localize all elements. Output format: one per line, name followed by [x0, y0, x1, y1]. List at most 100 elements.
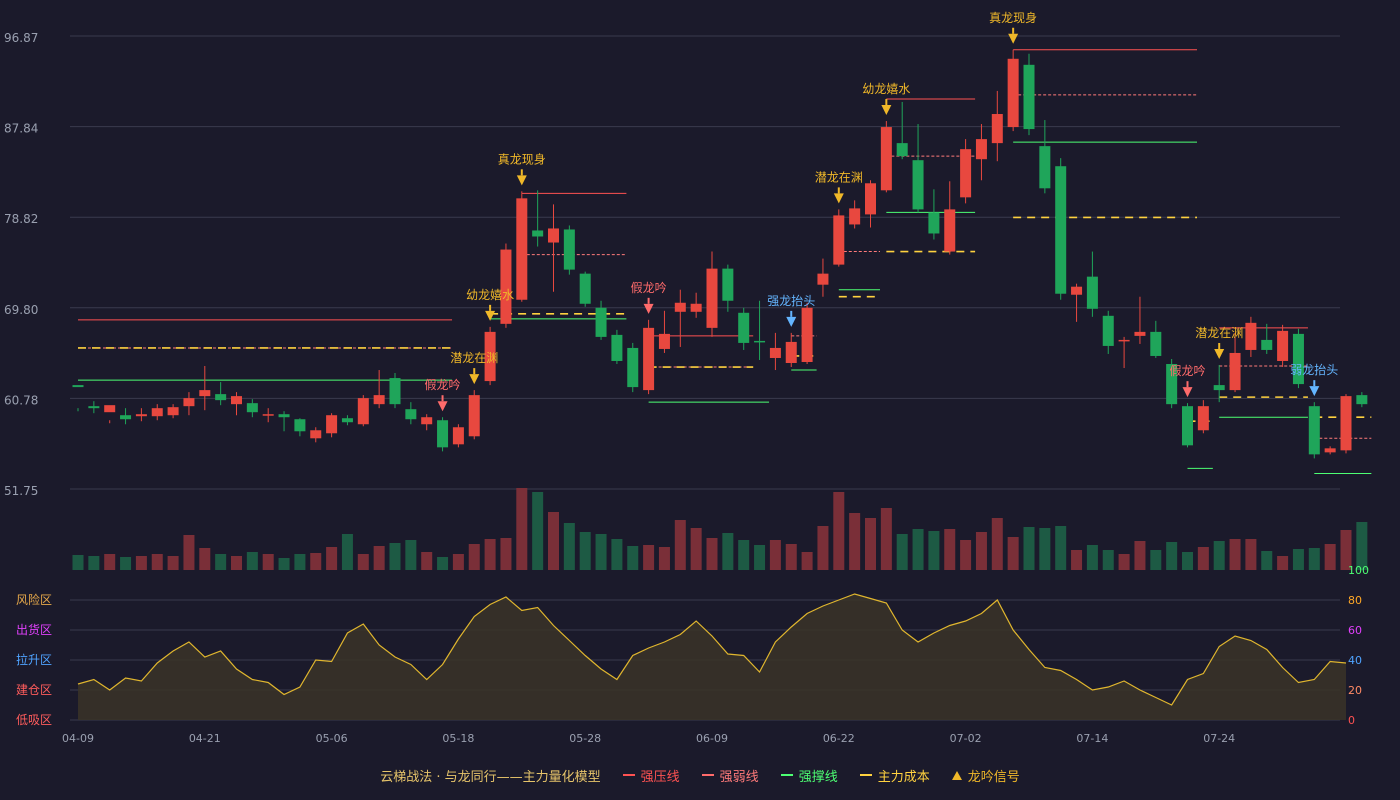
candle-up: [1134, 296, 1146, 344]
indicator-tick-label: 0: [1348, 714, 1355, 727]
arrow-down-icon: [643, 303, 654, 314]
volume-bar: [405, 540, 417, 570]
arrow-down-icon: [786, 316, 797, 327]
x-tick-label: 07-14: [1076, 732, 1108, 745]
candle-up: [658, 310, 670, 353]
x-tick-label: 07-02: [950, 732, 982, 745]
volume-bar: [595, 534, 607, 570]
x-tick-label: 04-09: [62, 732, 94, 745]
candle-up: [167, 404, 179, 419]
candle-down: [88, 401, 100, 414]
candle-body: [215, 394, 227, 401]
candle-up: [500, 243, 512, 328]
indicator-line: [77, 593, 1347, 706]
volume-bar: [1261, 551, 1273, 570]
candle-down: [1261, 323, 1273, 354]
candle-body: [1213, 385, 1225, 391]
candle-up: [357, 395, 369, 427]
volume-bar: [1229, 539, 1241, 570]
signal-label: 真龙现身: [989, 10, 1037, 25]
volume-bar: [579, 532, 591, 570]
y-tick-label: 69.80: [4, 303, 38, 317]
candle-up: [975, 124, 987, 181]
candle-body: [912, 160, 924, 210]
volume-bar: [627, 546, 639, 570]
arrow-down-icon: [833, 193, 844, 204]
candle-body: [1245, 322, 1257, 350]
candle-body: [1277, 330, 1289, 361]
signal-label: 幼龙嬉水: [862, 82, 910, 96]
volume-bar: [658, 547, 670, 570]
volume-bar: [1324, 544, 1336, 570]
volume-bar: [500, 538, 512, 570]
candle-body: [1197, 406, 1209, 431]
volume-bar: [1150, 550, 1162, 570]
volume-bar: [1197, 547, 1209, 570]
candle-body: [817, 273, 829, 285]
volume-bar: [135, 556, 147, 570]
volume-bar: [991, 518, 1003, 570]
candle-down: [532, 190, 544, 247]
candle-up: [944, 181, 956, 255]
candle-body: [151, 408, 163, 417]
volume-bar: [437, 557, 449, 570]
volume-bar: [532, 492, 544, 570]
candle-body: [1007, 58, 1019, 128]
candle-body: [674, 302, 686, 312]
candle-up: [690, 292, 702, 318]
candle-body: [1039, 146, 1051, 189]
candle-body: [500, 249, 512, 324]
candle-up: [1277, 324, 1289, 368]
candle-down: [579, 271, 591, 307]
candle-up: [865, 180, 876, 228]
press-line-swatch: [622, 774, 635, 776]
indicator-tick-label: 60: [1348, 624, 1362, 637]
candle-body: [278, 414, 290, 418]
candle-down: [278, 411, 290, 432]
volume-bar: [246, 552, 258, 570]
volume-bar: [278, 558, 290, 570]
candle-body: [1229, 352, 1241, 391]
candle-up: [817, 258, 829, 297]
candle-down: [1102, 310, 1114, 354]
candle-down: [611, 329, 623, 365]
volume-bar: [912, 529, 924, 570]
zone-label: 拉升区: [16, 652, 52, 667]
candle-down: [928, 189, 940, 240]
volume-bar: [1292, 549, 1304, 570]
volume-bar: [231, 556, 242, 570]
arrow-down-icon: [469, 374, 480, 385]
candle-body: [611, 334, 623, 361]
volume-bar: [1134, 541, 1146, 570]
candle-body: [944, 209, 956, 252]
volume-bar: [1086, 545, 1098, 570]
volume-bar: [960, 540, 972, 570]
candle-down: [215, 382, 227, 406]
candle-body: [865, 183, 876, 215]
triangle-icon: [951, 770, 962, 780]
legend-item-signal: 龙吟信号: [951, 766, 1020, 785]
candle-up: [151, 404, 163, 421]
candle-body: [1166, 364, 1178, 405]
x-tick-label: 05-18: [442, 732, 474, 745]
candle-body: [975, 139, 987, 160]
volume-bar: [341, 534, 353, 570]
candle-body: [849, 208, 861, 225]
candle-body: [1086, 276, 1098, 309]
candle-body: [722, 268, 734, 301]
volume-bar: [896, 534, 908, 570]
candle-body: [769, 347, 781, 358]
candle-body: [246, 403, 258, 413]
candle-up: [880, 121, 892, 193]
indicator-tick-label: 20: [1348, 684, 1362, 697]
weak-line-swatch: [701, 774, 714, 776]
volume-bar: [294, 554, 306, 570]
volume-bar: [72, 555, 84, 570]
y-tick-label: 78.82: [4, 212, 38, 226]
candle-body: [1261, 339, 1273, 350]
cost-line-swatch: [859, 774, 872, 776]
candle-body: [437, 420, 449, 448]
volume-bar: [1055, 526, 1067, 570]
arrow-down-icon: [516, 175, 527, 186]
